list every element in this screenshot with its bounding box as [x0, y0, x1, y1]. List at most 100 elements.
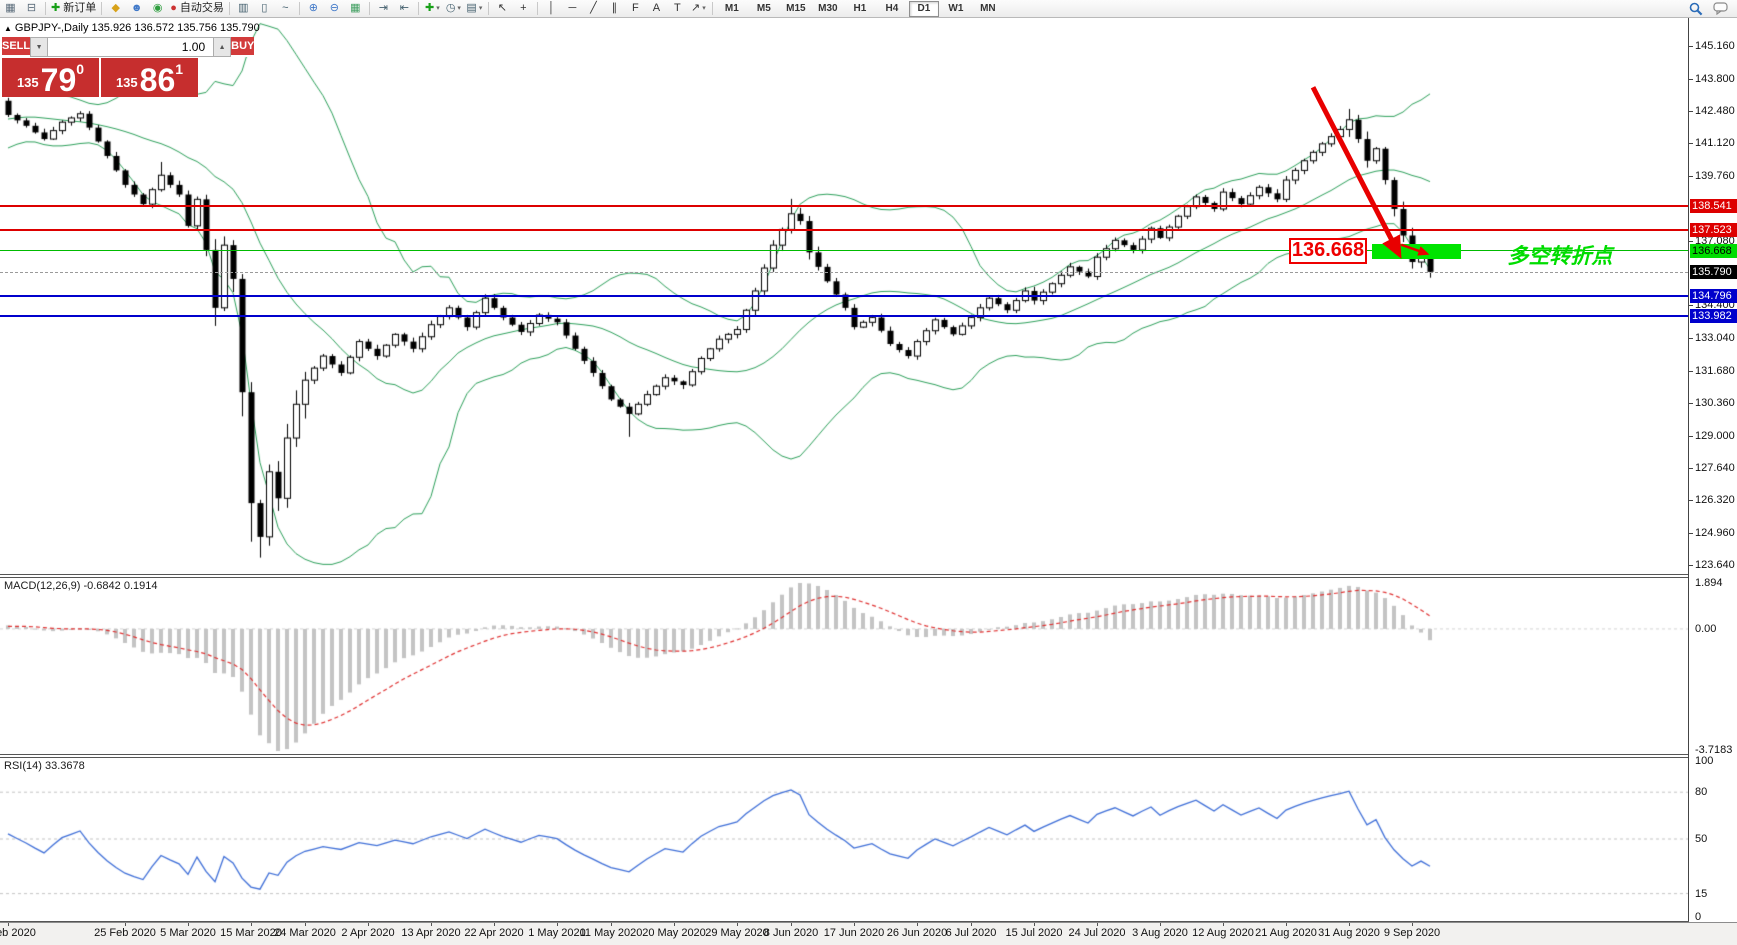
zoom-out-icon[interactable]: ⊖ [325, 0, 344, 17]
macd-axis-label: 0.00 [1695, 622, 1717, 635]
candlestick-chart-icon[interactable]: ▯ [255, 0, 274, 17]
rsi-axis-label: 100 [1695, 755, 1714, 767]
line-chart-icon[interactable]: ~ [276, 0, 295, 17]
indicators-icon[interactable]: ✚ ▾ [423, 0, 442, 17]
search-icon[interactable] [1689, 2, 1703, 16]
auto-scroll-icon[interactable]: ⇥ [374, 0, 393, 17]
pane-separator[interactable] [0, 577, 1689, 578]
price-axis[interactable]: 138.541 137.523 136.668 134.796 133.982 135.7… [1689, 18, 1737, 923]
trendline-icon: ╱ [590, 2, 597, 14]
time-axis[interactable]: 6 Feb 2020 25 Feb 2020 5 Mar 2020 15 Mar 20… [0, 922, 1737, 945]
price-tick-mark [1689, 435, 1693, 437]
pane-separator[interactable] [0, 574, 1689, 575]
time-axis-label: 5 Mar 2020 [160, 927, 216, 939]
fibonacci-icon[interactable]: F [626, 0, 645, 17]
styler-icon[interactable]: ◆ [106, 0, 125, 17]
horizontal-level-line[interactable] [0, 294, 1688, 297]
rsi-axis-label: 0 [1695, 911, 1702, 923]
time-tick-mark [1286, 923, 1287, 926]
time-tick-mark [251, 923, 252, 926]
price-chart-canvas[interactable] [0, 18, 1688, 921]
timeframe-button-mn[interactable]: MN [980, 3, 996, 14]
new-chart-icon[interactable]: ▦ [1, 0, 20, 17]
turning-point-annotation[interactable]: 多空转折点 [1507, 244, 1613, 268]
label-icon[interactable]: T [668, 0, 687, 17]
time-tick-mark [368, 923, 369, 926]
tile-windows-icon[interactable]: ▦ [346, 0, 365, 17]
arrows-tool-icon[interactable]: ↗ ▾ [689, 0, 708, 17]
horizontal-level-line[interactable] [0, 250, 1688, 252]
current-price-line [0, 271, 1688, 273]
crosshair-icon[interactable]: + [514, 0, 533, 17]
time-axis-label: 21 Aug 2020 [1255, 927, 1317, 939]
metaquotes-icon[interactable]: ☻ [127, 0, 146, 17]
channel-icon: ∥ [611, 2, 618, 14]
new-order-button[interactable]: ✚ 新订单 [50, 0, 97, 17]
timeframe-button-m1[interactable]: M1 [724, 3, 739, 14]
arrows-tool-icon: ↗ [691, 2, 701, 14]
collapse-marker-icon[interactable]: ▲ [4, 24, 12, 33]
price-tick-label: 130.360 [1695, 396, 1735, 409]
volume-decrease-button[interactable]: ▼ [30, 37, 49, 57]
horizontal-level-line[interactable] [0, 314, 1688, 317]
timeframe-button-m5[interactable]: M5 [756, 3, 771, 14]
horizontal-level-line[interactable] [0, 229, 1688, 232]
timeframe-button-h1[interactable]: H1 [853, 3, 867, 14]
time-tick-mark [917, 923, 918, 926]
buy-price-pip: 1 [175, 61, 184, 77]
price-level-label: 134.796 [1690, 288, 1737, 303]
rsi-indicator-label: RSI(14) 33.3678 [4, 760, 85, 772]
chevron-down-icon[interactable]: ▾ [436, 5, 440, 12]
bar-chart-icon[interactable]: ▥ [234, 0, 253, 17]
timeframe-button-h4[interactable]: H4 [885, 3, 899, 14]
macd-indicator-label: MACD(12,26,9) -0.6842 0.1914 [4, 580, 158, 592]
chat-icon[interactable] [1713, 2, 1729, 15]
trend-arrow[interactable] [1310, 86, 1402, 259]
fibonacci-icon: F [632, 2, 639, 14]
zoom-in-icon[interactable]: ⊕ [304, 0, 323, 17]
time-axis-label: 22 Apr 2020 [464, 927, 524, 939]
text-icon[interactable]: A [647, 0, 666, 17]
time-tick-mark [854, 923, 855, 926]
symbol-info: ▲ GBPJPY-,Daily 135.926 136.572 135.756 1… [4, 22, 260, 34]
pane-separator[interactable] [0, 757, 1689, 758]
vertical-line-icon[interactable]: │ [542, 0, 561, 17]
timeframe-button-w1[interactable]: W1 [948, 3, 964, 14]
price-tick-label: 131.680 [1695, 365, 1735, 377]
chevron-down-icon[interactable]: ▾ [478, 5, 483, 12]
channel-icon[interactable]: ∥ [605, 0, 624, 17]
toolbar-separator [368, 2, 370, 15]
chevron-down-icon[interactable]: ▾ [702, 5, 706, 12]
timeframe-button-m30[interactable]: M30 [818, 3, 838, 14]
toolbar-separator [536, 2, 538, 15]
small-arrow[interactable] [1400, 243, 1430, 256]
price-tick-label: 142.480 [1695, 104, 1735, 117]
chevron-down-icon[interactable]: ▾ [457, 5, 461, 12]
pane-separator[interactable] [0, 754, 1689, 755]
time-tick-mark [1160, 923, 1161, 926]
trendline-icon[interactable]: ╱ [584, 0, 603, 17]
periods-icon[interactable]: ◷ ▾ [444, 0, 463, 17]
volume-input[interactable] [48, 37, 214, 57]
buy-button[interactable]: BUY [231, 37, 255, 57]
chart-shift-icon[interactable]: ⇤ [395, 0, 414, 17]
timeframe-button-m15[interactable]: M15 [786, 3, 806, 14]
volume-increase-button[interactable]: ▲ [213, 37, 232, 57]
horizontal-level-line[interactable] [0, 204, 1688, 207]
line-chart-icon: ~ [282, 2, 289, 14]
sell-price-box[interactable]: 135 79 0 [2, 58, 99, 97]
price-callout[interactable]: 136.668 [1289, 237, 1367, 264]
time-tick-mark [125, 923, 126, 926]
horizontal-line-icon[interactable]: ─ [563, 0, 582, 17]
sell-button[interactable]: SELL [2, 37, 31, 57]
autotrade-button[interactable]: ● 自动交易 [169, 0, 225, 17]
signals-icon[interactable]: ◉ [148, 0, 167, 17]
time-tick-mark [188, 923, 189, 926]
profiles-icon[interactable]: ⊟ [22, 0, 41, 17]
cursor-icon[interactable]: ↖ [493, 0, 512, 17]
rsi-axis-label: 15 [1695, 887, 1708, 900]
buy-price-box[interactable]: 135 86 1 [101, 58, 198, 97]
templates-icon[interactable]: ▤ ▾ [465, 0, 484, 17]
timeframe-button-d1[interactable]: D1 [908, 0, 939, 17]
time-tick-mark [8, 923, 9, 926]
